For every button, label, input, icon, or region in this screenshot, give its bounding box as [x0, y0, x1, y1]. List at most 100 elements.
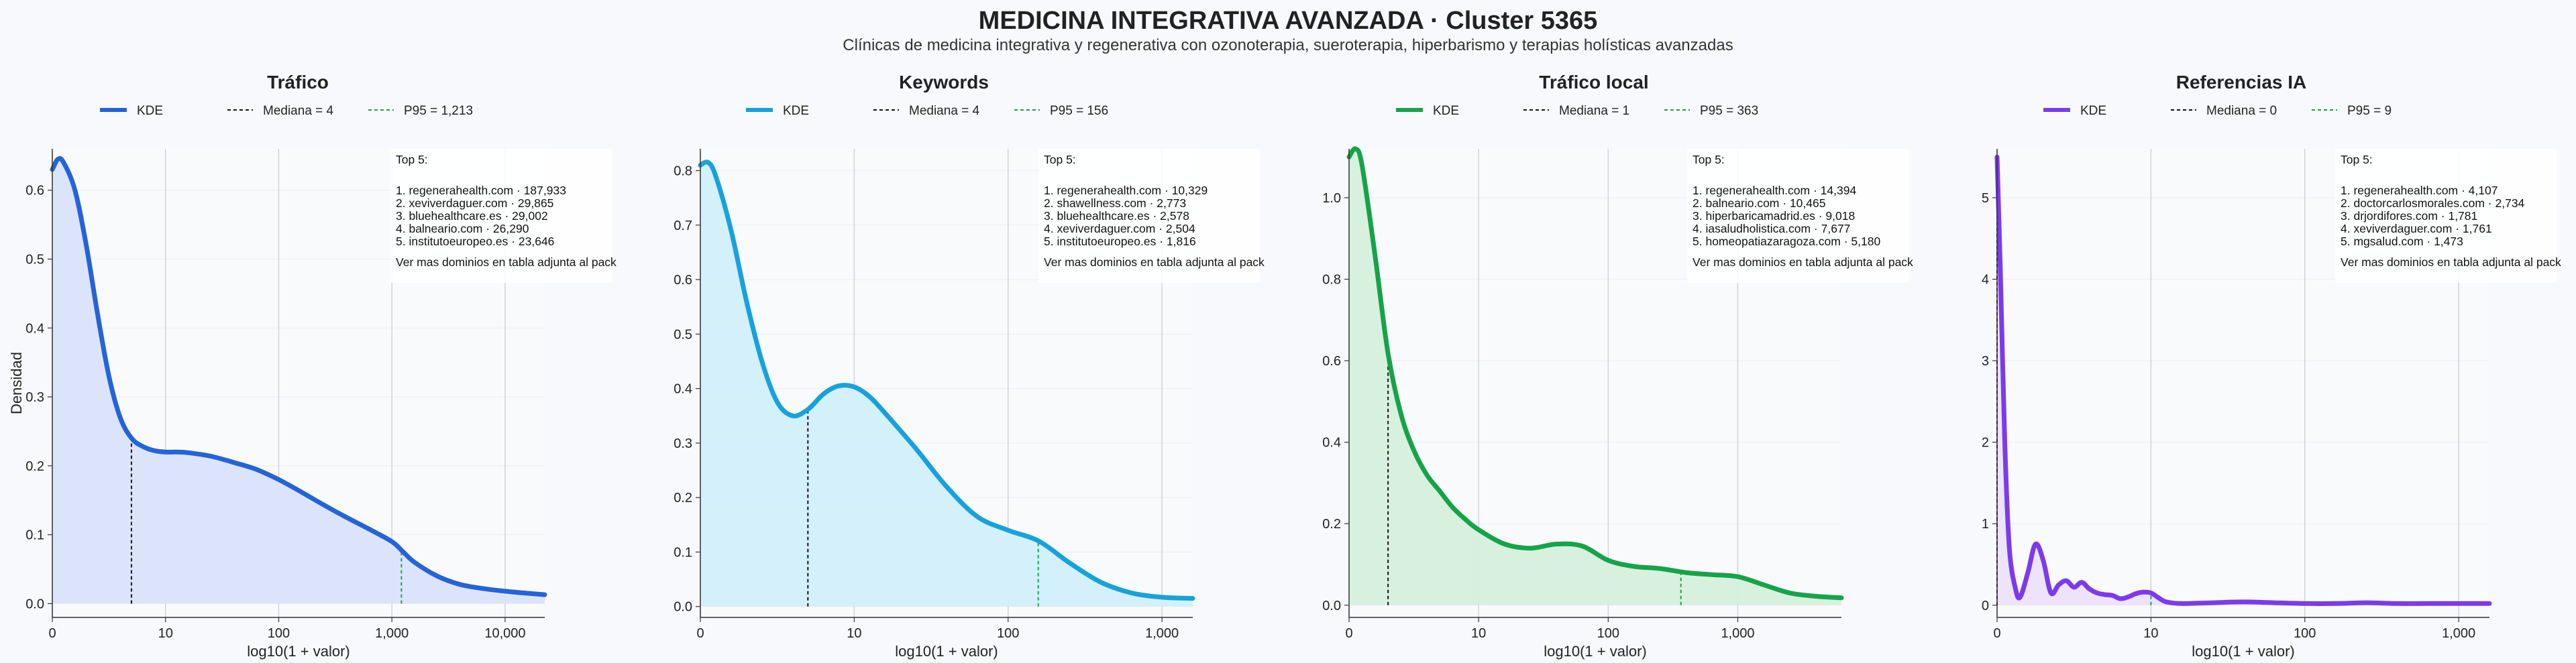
legend: KDE Mediana = 4 P95 = 156	[746, 104, 1108, 118]
panel-title: Keywords	[899, 72, 989, 93]
legend-label-p95: P95 = 363	[1700, 104, 1758, 118]
x-tick-label: 100	[1597, 626, 1619, 641]
kde-area	[52, 158, 545, 604]
x-axis-label: log10(1 + valor)	[247, 643, 350, 660]
y-tick-label: 5	[1982, 191, 1989, 206]
top5-item: 5. homeopatiazaragoza.com · 5,180	[1693, 235, 1880, 248]
y-tick-label: 0.4	[1322, 436, 1341, 450]
y-tick-label: 0.2	[25, 459, 44, 474]
x-tick-label: 0	[1345, 626, 1352, 641]
x-tick-label: 1,000	[375, 626, 409, 641]
kde-line	[1346, 146, 1844, 601]
y-tick-label: 0.8	[1322, 273, 1341, 288]
y-tick-label: 0.6	[1322, 354, 1341, 369]
y-tick-label: 0.2	[1322, 517, 1341, 532]
x-tick-label: 100	[997, 626, 1019, 641]
legend-label-p95: P95 = 1,213	[404, 104, 473, 118]
x-axis-label: log10(1 + valor)	[895, 643, 998, 660]
kde-line	[698, 160, 1195, 601]
top5-item: 5. institutoeuropeo.es · 1,816	[1044, 235, 1196, 248]
y-tick-label: 1.0	[1322, 191, 1341, 206]
top5-background	[1038, 149, 1260, 283]
top5-background	[1687, 149, 1909, 283]
x-tick-label: 1,000	[2442, 626, 2475, 641]
top5-note: Ver mas dominios en tabla adjunta al pac…	[1044, 255, 1265, 269]
x-tick-label: 100	[268, 626, 290, 641]
x-tick-label: 10	[1471, 626, 1486, 641]
y-tick-label: 0.0	[25, 597, 44, 611]
legend-label-p95: P95 = 9	[2347, 104, 2392, 118]
chart-panel-2: Keywords KDE Mediana = 4 P95 = 156 0.0 0.1 0.2…	[674, 72, 1265, 660]
top5-heading: Top 5:	[2341, 153, 2373, 166]
top5-item: 2. doctorcarlosmorales.com · 2,734	[2341, 196, 2525, 210]
top5-item: 3. bluehealthcare.es · 2,578	[1044, 209, 1189, 223]
chart-panel-4: Referencias IA KDE Mediana = 0 P95 = 9 0 1 2 3 4…	[1982, 72, 2561, 660]
x-axis-label: log10(1 + valor)	[1544, 643, 1646, 660]
top5-heading: Top 5:	[396, 153, 428, 166]
legend-label-median: Mediana = 4	[263, 104, 334, 118]
top5-item: 1. regenerahealth.com · 14,394	[1693, 184, 1856, 197]
kde-area	[1349, 148, 1841, 605]
x-tick-label: 10	[2143, 626, 2158, 641]
top5-item: 4. balneario.com · 26,290	[396, 222, 529, 235]
x-tick-label: 10	[847, 626, 861, 641]
x-tick-label: 10,000	[484, 626, 525, 641]
y-tick-label: 0.6	[674, 273, 692, 288]
top5-item: 1. regenerahealth.com · 10,329	[1044, 184, 1208, 197]
y-tick-label: 0.8	[674, 164, 692, 179]
legend-label-kde: KDE	[137, 104, 163, 118]
top5-item: 5. mgsalud.com · 1,473	[2341, 235, 2463, 248]
kde-line	[50, 156, 547, 597]
top5-item: 2. balneario.com · 10,465	[1693, 196, 1825, 210]
legend-label-p95: P95 = 156	[1050, 104, 1108, 118]
y-axis-label: Densidad	[8, 352, 25, 414]
y-tick-label: 4	[1982, 273, 1989, 288]
top5-item: 2. shawellness.com · 2,773	[1044, 196, 1186, 210]
legend-label-median: Mediana = 4	[909, 104, 980, 118]
top5-box: Top 5: 1. regenerahealth.com · 187,9332. …	[390, 149, 616, 283]
y-tick-label: 0.2	[674, 491, 692, 505]
y-tick-label: 0.3	[674, 436, 692, 451]
top5-background	[2335, 149, 2557, 283]
y-tick-label: 0.0	[674, 600, 692, 615]
y-tick-label: 0.4	[674, 382, 692, 397]
legend-label-kde: KDE	[783, 104, 809, 118]
top5-item: 4. iasaludholistica.com · 7,677	[1693, 222, 1850, 235]
top5-note: Ver mas dominios en tabla adjunta al pac…	[396, 255, 616, 269]
top5-item: 2. xeviverdaguer.com · 29,865	[396, 196, 553, 210]
panel-title: Referencias IA	[2176, 72, 2307, 93]
y-tick-label: 1	[1982, 517, 1989, 532]
legend-label-kde: KDE	[2080, 104, 2106, 118]
legend-label-kde: KDE	[1433, 104, 1459, 118]
y-tick-label: 2	[1982, 436, 1989, 450]
y-tick-label: 0.6	[25, 184, 44, 198]
legend-label-median: Mediana = 0	[2206, 104, 2277, 118]
top5-item: 1. regenerahealth.com · 4,107	[2341, 184, 2498, 197]
y-tick-label: 0.0	[1322, 599, 1341, 613]
top5-item: 3. bluehealthcare.es · 29,002	[396, 209, 548, 223]
panel-title: Tráfico local	[1539, 72, 1648, 93]
x-tick-label: 0	[48, 626, 56, 641]
top5-item: 4. xeviverdaguer.com · 1,761	[2341, 222, 2492, 235]
top5-item: 5. institutoeuropeo.es · 23,646	[396, 235, 554, 248]
top5-item: 4. xeviverdaguer.com · 2,504	[1044, 222, 1195, 235]
y-tick-label: 0.4	[25, 321, 44, 336]
legend: KDE Mediana = 0 P95 = 9	[2043, 104, 2392, 118]
top5-item: 3. hiperbaricamadrid.es · 9,018	[1693, 209, 1855, 223]
top5-background	[390, 149, 612, 283]
legend: KDE Mediana = 1 P95 = 363	[1396, 104, 1758, 118]
x-tick-label: 0	[1993, 626, 2000, 641]
panel-title: Tráfico	[267, 72, 329, 93]
top5-note: Ver mas dominios en tabla adjunta al pac…	[2341, 255, 2561, 269]
top5-item: 1. regenerahealth.com · 187,933	[396, 184, 566, 197]
kde-area	[700, 162, 1193, 607]
x-axis-label: log10(1 + valor)	[2192, 643, 2294, 660]
y-tick-label: 0.5	[674, 327, 692, 342]
y-tick-label: 3	[1982, 354, 1989, 369]
chart-panel-3: Tráfico local KDE Mediana = 1 P95 = 363 0.0 0…	[1322, 72, 1913, 660]
x-tick-label: 10	[158, 626, 173, 641]
y-tick-label: 0.1	[25, 528, 44, 543]
top5-heading: Top 5:	[1693, 153, 1725, 166]
x-tick-label: 100	[2294, 626, 2316, 641]
x-tick-label: 1,000	[1721, 626, 1754, 641]
